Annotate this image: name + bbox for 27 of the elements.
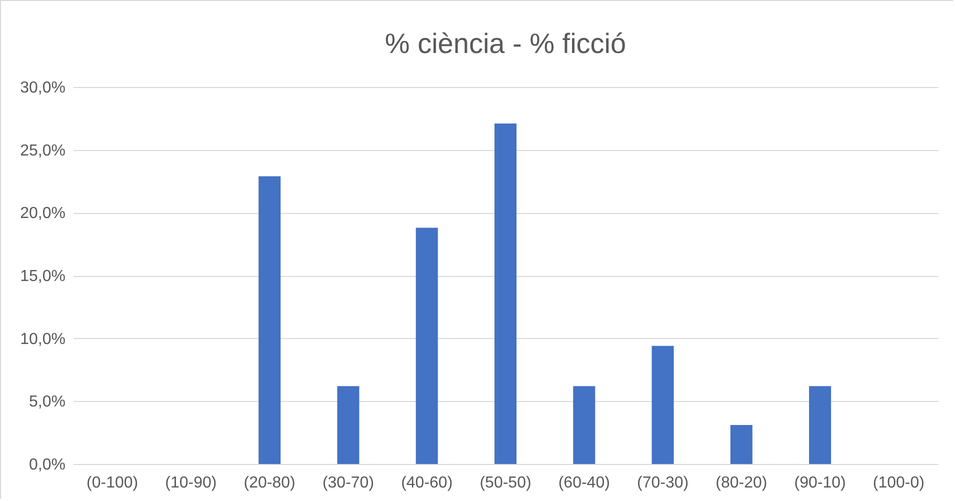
x-tick-label: (40-60) — [401, 474, 453, 492]
bar — [809, 386, 832, 464]
x-tick-label: (20-80) — [244, 474, 296, 492]
bar — [337, 386, 360, 464]
x-tick-label: (60-40) — [558, 474, 610, 492]
bar — [494, 123, 517, 464]
y-tick-label: 25,0% — [20, 142, 66, 160]
x-tick-label: (30-70) — [322, 474, 374, 492]
x-tick-label: (80-20) — [716, 474, 768, 492]
x-tick-label: (100-0) — [872, 474, 924, 492]
x-tick-label: (50-50) — [480, 474, 532, 492]
y-tick-label: 20,0% — [20, 205, 66, 222]
x-tick-label: (0-100) — [86, 474, 138, 492]
bar — [730, 425, 752, 464]
bar — [573, 386, 596, 464]
bar — [416, 228, 438, 464]
bar — [258, 176, 281, 464]
bar — [652, 346, 674, 464]
y-tick-label: 30,0% — [20, 80, 66, 96]
chart-title: % ciència - % ficció — [384, 28, 626, 59]
y-tick-label: 15,0% — [20, 268, 66, 285]
y-tick-label: 5,0% — [29, 394, 66, 411]
y-tick-label: 0,0% — [29, 456, 66, 474]
y-tick-label: 10,0% — [20, 330, 66, 348]
x-tick-label: (10-90) — [165, 474, 217, 492]
x-tick-label: (90-10) — [794, 474, 846, 492]
x-tick-label: (70-30) — [636, 474, 689, 492]
